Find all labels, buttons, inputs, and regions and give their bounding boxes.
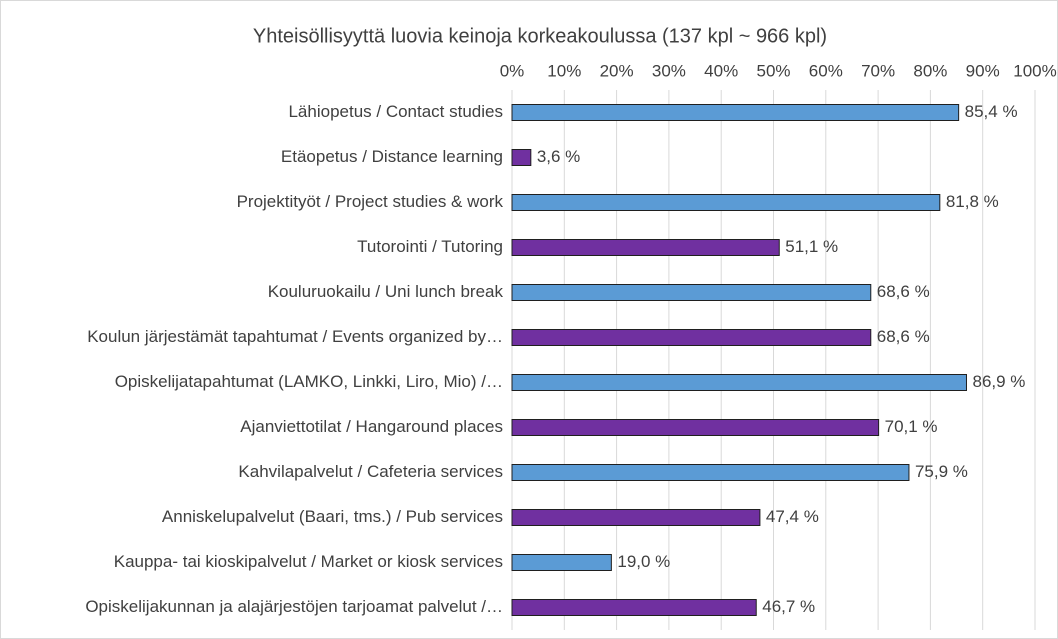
data-label: 51,1 %: [785, 237, 838, 256]
y-tick-label: Koulun järjestämät tapahtumat / Events o…: [87, 327, 503, 346]
data-label: 68,6 %: [877, 327, 930, 346]
y-tick-label: Anniskelupalvelut (Baari, tms.) / Pub se…: [162, 507, 503, 526]
bar: [511, 329, 872, 346]
x-tick-label: 40%: [704, 61, 738, 80]
bar: [511, 194, 941, 211]
x-tick-label: 20%: [600, 61, 634, 80]
bar: [511, 509, 761, 526]
bar: [511, 284, 872, 301]
x-tick-label: 90%: [966, 61, 1000, 80]
data-label: 68,6 %: [877, 282, 930, 301]
data-label: 70,1 %: [885, 417, 938, 436]
y-tick-label: Opiskelijakunnan ja alajärjestöjen tarjo…: [85, 597, 503, 616]
data-label: 19,0 %: [617, 552, 670, 571]
bar: [511, 239, 780, 256]
x-tick-label: 100%: [1013, 61, 1056, 80]
bar: [511, 149, 532, 166]
data-label: 75,9 %: [915, 462, 968, 481]
bar: [511, 554, 612, 571]
x-tick-label: 0%: [500, 61, 525, 80]
x-tick-label: 50%: [756, 61, 790, 80]
y-tick-label: Projektityöt / Project studies & work: [237, 192, 504, 211]
y-tick-label: Lähiopetus / Contact studies: [288, 102, 503, 121]
data-label: 47,4 %: [766, 507, 819, 526]
x-tick-label: 80%: [913, 61, 947, 80]
x-tick-label: 70%: [861, 61, 895, 80]
y-tick-label: Ajanviettotilat / Hangaround places: [240, 417, 503, 436]
y-tick-label: Kouluruokailu / Uni lunch break: [268, 282, 504, 301]
y-tick-label: Tutorointi / Tutoring: [357, 237, 503, 256]
chart-title: Yhteisöllisyyttä luovia keinoja korkeako…: [253, 25, 827, 47]
data-label: 85,4 %: [965, 102, 1018, 121]
data-label: 81,8 %: [946, 192, 999, 211]
bar: [511, 464, 910, 481]
x-tick-label: 60%: [809, 61, 843, 80]
y-tick-label: Etäopetus / Distance learning: [281, 147, 503, 166]
y-tick-label: Kauppa- tai kioskipalvelut / Market or k…: [114, 552, 503, 571]
x-tick-label: 10%: [547, 61, 581, 80]
bar: [511, 374, 967, 391]
bar: [511, 104, 960, 121]
y-tick-label: Opiskelijatapahtumat (LAMKO, Linkki, Lir…: [115, 372, 503, 391]
bar: [511, 599, 757, 616]
bar: [511, 419, 880, 436]
data-label: 3,6 %: [537, 147, 580, 166]
data-label: 46,7 %: [762, 597, 815, 616]
y-tick-label: Kahvilapalvelut / Cafeteria services: [238, 462, 503, 481]
x-tick-label: 30%: [652, 61, 686, 80]
data-label: 86,9 %: [972, 372, 1025, 391]
